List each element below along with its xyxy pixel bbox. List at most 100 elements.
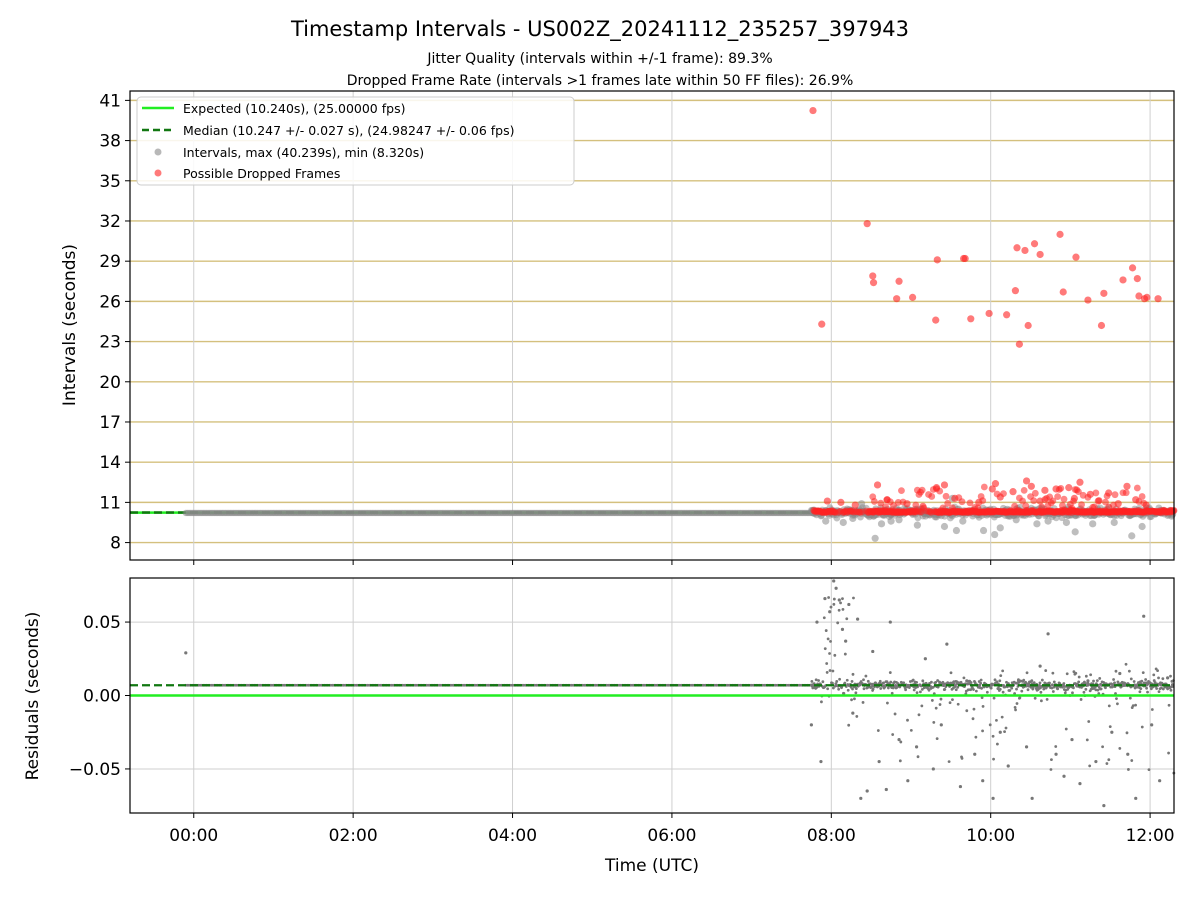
residual-point [981, 729, 984, 733]
dropped-frame-point [877, 499, 885, 507]
residual-point [911, 678, 915, 682]
residual-point [1131, 704, 1135, 708]
residual-point [1096, 688, 1100, 692]
residual-point [840, 627, 845, 632]
dropped-frame-point [918, 486, 926, 494]
residual-point [184, 651, 188, 655]
chart-subtitle-jitter: Jitter Quality (intervals within +/-1 fr… [426, 51, 772, 67]
dropped-frame-point [1024, 321, 1032, 330]
residual-point [1001, 669, 1005, 673]
residual-point [1110, 730, 1114, 734]
residual-point [838, 677, 842, 681]
residual-point [864, 674, 868, 678]
residual-point [1118, 671, 1122, 676]
residual-point [993, 678, 997, 682]
dropped-frame-point [1090, 503, 1098, 511]
residual-point [1004, 726, 1008, 730]
residual-point [930, 699, 934, 702]
residual-point [1064, 727, 1068, 731]
dropped-frame-point [932, 484, 941, 492]
residual-point [1072, 686, 1075, 690]
residual-point [1134, 703, 1137, 707]
interval-point [822, 517, 830, 525]
residual-point [1051, 690, 1055, 693]
residual-point [915, 680, 918, 684]
dropped-frame-point [1036, 250, 1044, 259]
residual-point [1147, 768, 1151, 772]
dropped-frame-point [1015, 340, 1023, 348]
residual-point [971, 717, 975, 721]
residual-point [1039, 690, 1043, 694]
interval-point [1012, 516, 1020, 524]
dropped-frame-point [873, 481, 882, 489]
residual-point [998, 730, 1002, 734]
residual-point [1018, 696, 1022, 700]
residual-point [1156, 669, 1159, 673]
residual-point [1031, 685, 1035, 689]
interval-point [877, 520, 886, 528]
dropped-frame-point [928, 493, 936, 500]
residuals-y-ticks: −0.05 0.00 0.05 [69, 613, 130, 780]
dropped-frame-point [1074, 488, 1082, 496]
residual-point [1139, 687, 1143, 691]
dropped-frame-point [996, 493, 1004, 501]
residual-point [902, 681, 906, 685]
residual-point [1157, 676, 1160, 680]
residual-point [939, 697, 943, 701]
x-tick-label: 10:00 [966, 826, 1015, 846]
residual-point [1114, 692, 1117, 695]
x-tick-label: 08:00 [807, 826, 856, 846]
dropped-frame-point [1070, 494, 1078, 502]
x-tick-label: 12:00 [1126, 826, 1175, 846]
interval-point [833, 514, 841, 522]
residual-point [1030, 679, 1034, 683]
residual-point [815, 620, 819, 624]
residual-point [1113, 681, 1116, 685]
residual-point [820, 700, 823, 704]
residual-point [1127, 768, 1130, 771]
residual-point [1141, 671, 1145, 675]
residual-point [886, 701, 889, 705]
residual-point [856, 617, 860, 621]
dropped-frame-point [1059, 502, 1066, 509]
residual-point [1128, 696, 1132, 700]
residual-point [1104, 686, 1107, 690]
residual-point [839, 601, 842, 605]
residuals-y-tick-label: 0.00 [83, 687, 121, 707]
residual-point [836, 621, 840, 625]
residual-point [1020, 689, 1024, 693]
residual-point [1115, 697, 1118, 701]
residual-point [932, 720, 936, 724]
residual-point [917, 713, 921, 717]
residual-point [871, 687, 875, 691]
residual-point [1030, 796, 1034, 800]
residual-point [1045, 697, 1049, 701]
intervals-y-axis-label: Intervals (seconds) [60, 244, 80, 406]
residual-point [822, 616, 826, 620]
dropped-frame-point [1135, 292, 1143, 300]
dropped-frame-point [985, 309, 993, 318]
residual-point [980, 686, 984, 690]
dropped-frame-point [1030, 240, 1039, 248]
residual-point [1098, 677, 1102, 680]
dropped-frame-point [1013, 244, 1021, 252]
residual-point [1107, 704, 1111, 708]
residual-point [1079, 698, 1083, 701]
residual-point [1116, 702, 1119, 706]
residual-point [916, 755, 920, 759]
x-axis-label: Time (UTC) [604, 856, 699, 876]
residual-point [951, 698, 954, 701]
residual-point [859, 796, 863, 800]
residuals-x-ticks: 00:00 02:00 04:00 06:00 08:00 10:00 12:00 [169, 813, 1175, 846]
interval-point [887, 517, 895, 525]
dropped-frame-point [869, 272, 877, 280]
interval-point [895, 516, 903, 524]
residual-point [897, 737, 901, 742]
residual-point [1169, 674, 1172, 678]
dropped-frame-point [1122, 489, 1130, 497]
residual-point [945, 642, 949, 646]
residual-point [1097, 692, 1101, 695]
residual-point [1070, 737, 1074, 742]
residuals-y-tick-label: 0.05 [83, 613, 121, 633]
dropped-frame-point [1119, 276, 1127, 284]
